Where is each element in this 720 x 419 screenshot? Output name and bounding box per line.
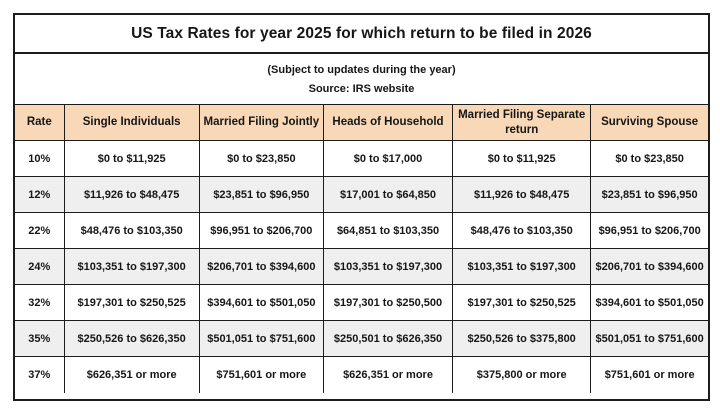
page-title: US Tax Rates for year 2025 for which ret… — [15, 15, 708, 54]
bracket-cell: $394,601 to $501,050 — [590, 284, 708, 321]
column-header-married-filing-jointly: Married Filing Jointly — [198, 104, 324, 141]
bracket-cell: $96,951 to $206,700 — [590, 212, 708, 249]
column-header-heads-of-household: Heads of Household — [322, 104, 454, 141]
tax-rates-panel: US Tax Rates for year 2025 for which ret… — [13, 13, 710, 401]
bracket-cell: $206,701 to $394,600 — [590, 248, 708, 285]
rate-cell: 10% — [15, 140, 65, 177]
bracket-cell: $501,051 to $751,600 — [198, 320, 324, 357]
bracket-cell: $250,501 to $626,350 — [322, 320, 454, 357]
table-row: 32% $197,301 to $250,525 $394,601 to $50… — [15, 284, 708, 321]
bracket-cell: $48,476 to $103,350 — [63, 212, 200, 249]
column-header-married-filing-separate: Married Filing Separate return — [452, 104, 592, 141]
column-header-single-individuals: Single Individuals — [63, 104, 200, 141]
bracket-cell: $0 to $17,000 — [322, 140, 454, 177]
rate-cell: 32% — [15, 284, 65, 321]
bracket-cell: $64,851 to $103,350 — [322, 212, 454, 249]
bracket-cell: $11,926 to $48,475 — [452, 176, 592, 213]
tax-rates-table: Rate Single Individuals Married Filing J… — [15, 104, 708, 393]
bracket-cell: $197,301 to $250,500 — [322, 284, 454, 321]
column-header-surviving-spouse: Surviving Spouse — [590, 104, 708, 141]
bracket-cell: $0 to $11,925 — [63, 140, 200, 177]
bracket-cell: $197,301 to $250,525 — [452, 284, 592, 321]
rate-cell: 22% — [15, 212, 65, 249]
bracket-cell: $0 to $23,850 — [590, 140, 708, 177]
bracket-cell: $23,851 to $96,950 — [198, 176, 324, 213]
bracket-cell: $103,351 to $197,300 — [452, 248, 592, 285]
bracket-cell: $626,351 or more — [63, 356, 200, 393]
bracket-cell: $394,601 to $501,050 — [198, 284, 324, 321]
rate-cell: 37% — [15, 356, 65, 393]
bracket-cell: $206,701 to $394,600 — [198, 248, 324, 285]
bracket-cell: $751,601 or more — [590, 356, 708, 393]
bracket-cell: $626,351 or more — [322, 356, 454, 393]
bracket-cell: $197,301 to $250,525 — [63, 284, 200, 321]
table-row: 22% $48,476 to $103,350 $96,951 to $206,… — [15, 212, 708, 249]
bracket-cell: $751,601 or more — [198, 356, 324, 393]
column-header-rate: Rate — [15, 104, 65, 141]
table-row: 10% $0 to $11,925 $0 to $23,850 $0 to $1… — [15, 140, 708, 177]
bracket-cell: $0 to $11,925 — [452, 140, 592, 177]
bracket-cell: $375,800 or more — [452, 356, 592, 393]
header-row: Rate Single Individuals Married Filing J… — [15, 104, 708, 141]
bracket-cell: $48,476 to $103,350 — [452, 212, 592, 249]
bracket-cell: $0 to $23,850 — [198, 140, 324, 177]
table-row: 12% $11,926 to $48,475 $23,851 to $96,95… — [15, 176, 708, 213]
bracket-cell: $96,951 to $206,700 — [198, 212, 324, 249]
subtitle-text: (Subject to updates during the year) — [267, 63, 456, 76]
bracket-cell: $11,926 to $48,475 — [63, 176, 200, 213]
table-row: 24% $103,351 to $197,300 $206,701 to $39… — [15, 248, 708, 285]
rate-cell: 12% — [15, 176, 65, 213]
bracket-cell: $103,351 to $197,300 — [322, 248, 454, 285]
bracket-cell: $250,526 to $375,800 — [452, 320, 592, 357]
subtitle-block: (Subject to updates during the year) Sou… — [15, 54, 708, 104]
source-text: Source: IRS website — [308, 82, 415, 95]
bracket-cell: $250,526 to $626,350 — [63, 320, 200, 357]
bracket-cell: $501,051 to $751,600 — [590, 320, 708, 357]
bracket-cell: $103,351 to $197,300 — [63, 248, 200, 285]
table-row: 35% $250,526 to $626,350 $501,051 to $75… — [15, 320, 708, 357]
rate-cell: 24% — [15, 248, 65, 285]
rate-cell: 35% — [15, 320, 65, 357]
bracket-cell: $17,001 to $64,850 — [322, 176, 454, 213]
bracket-cell: $23,851 to $96,950 — [590, 176, 708, 213]
table-row: 37% $626,351 or more $751,601 or more $6… — [15, 356, 708, 393]
